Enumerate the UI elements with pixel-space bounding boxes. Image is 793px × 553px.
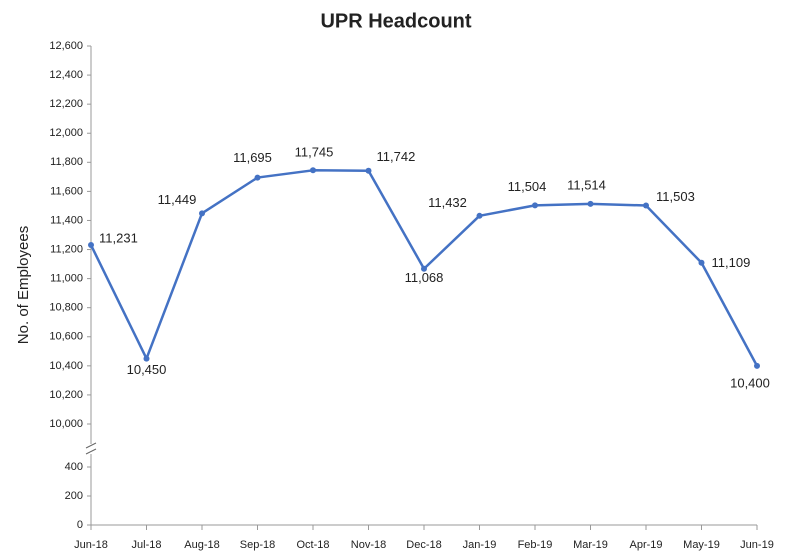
data-label: 11,432 [428, 195, 467, 210]
data-label: 11,695 [233, 150, 272, 165]
y-tick-label: 12,600 [49, 40, 83, 52]
data-point [476, 212, 483, 219]
data-point [365, 167, 372, 174]
x-tick-label: Oct-18 [296, 539, 329, 551]
data-point [254, 174, 261, 181]
data-label: 11,231 [99, 230, 138, 245]
data-point [143, 355, 150, 362]
x-tick-label: Apr-19 [629, 539, 662, 551]
y-tick-label: 200 [65, 490, 83, 502]
axis-break [85, 442, 97, 449]
y-tick-label: 12,400 [49, 69, 83, 81]
data-point [643, 202, 649, 209]
y-axis-title: No. of Employees [15, 226, 32, 344]
data-label: 11,504 [508, 179, 547, 194]
data-point [421, 265, 427, 272]
data-label: 11,449 [158, 192, 197, 207]
y-tick-label: 11,600 [50, 185, 83, 197]
data-label: 11,068 [405, 270, 444, 285]
data-point [88, 242, 94, 249]
x-tick-label: Aug-18 [184, 539, 219, 551]
y-tick-label: 11,200 [50, 243, 83, 255]
data-point [199, 210, 205, 217]
chart-title: UPR Headcount [320, 10, 471, 32]
y-tick-label: 12,200 [49, 98, 83, 110]
data-label: 11,503 [656, 189, 695, 204]
data-label: 10,400 [730, 375, 770, 390]
y-tick-label: 11,400 [50, 214, 83, 226]
data-point [698, 259, 705, 266]
x-tick-label: Mar-19 [573, 539, 608, 551]
x-tick-label: Jun-18 [74, 539, 108, 551]
y-tick-label: 400 [65, 461, 83, 473]
data-label: 10,450 [127, 362, 167, 377]
y-tick-label: 0 [77, 519, 83, 531]
data-point [310, 167, 316, 174]
data-point [587, 200, 594, 207]
axis-break [85, 448, 97, 455]
y-tick-label: 12,000 [49, 127, 83, 139]
y-tick-label: 10,800 [49, 302, 83, 314]
data-label: 11,109 [712, 255, 751, 270]
x-tick-label: Jun-19 [740, 539, 774, 551]
y-tick-label: 10,000 [49, 418, 83, 430]
x-tick-label: Sep-18 [240, 539, 275, 551]
data-label: 11,742 [377, 149, 416, 164]
y-tick-label: 11,000 [50, 273, 83, 285]
x-tick-label: Jan-19 [463, 539, 497, 551]
y-tick-label: 10,600 [49, 331, 83, 343]
y-tick-label: 10,400 [49, 360, 83, 372]
x-tick-label: Jul-18 [132, 539, 162, 551]
x-tick-label: Dec-18 [406, 539, 441, 551]
x-tick-label: Nov-18 [351, 539, 386, 551]
x-tick-label: Feb-19 [518, 539, 553, 551]
y-tick-label: 10,200 [49, 389, 83, 401]
data-label: 11,514 [567, 177, 606, 192]
data-point [754, 362, 760, 369]
data-label: 11,745 [295, 145, 334, 160]
data-point [532, 202, 538, 209]
y-tick-label: 11,800 [50, 156, 83, 168]
x-tick-label: May-19 [683, 539, 720, 551]
